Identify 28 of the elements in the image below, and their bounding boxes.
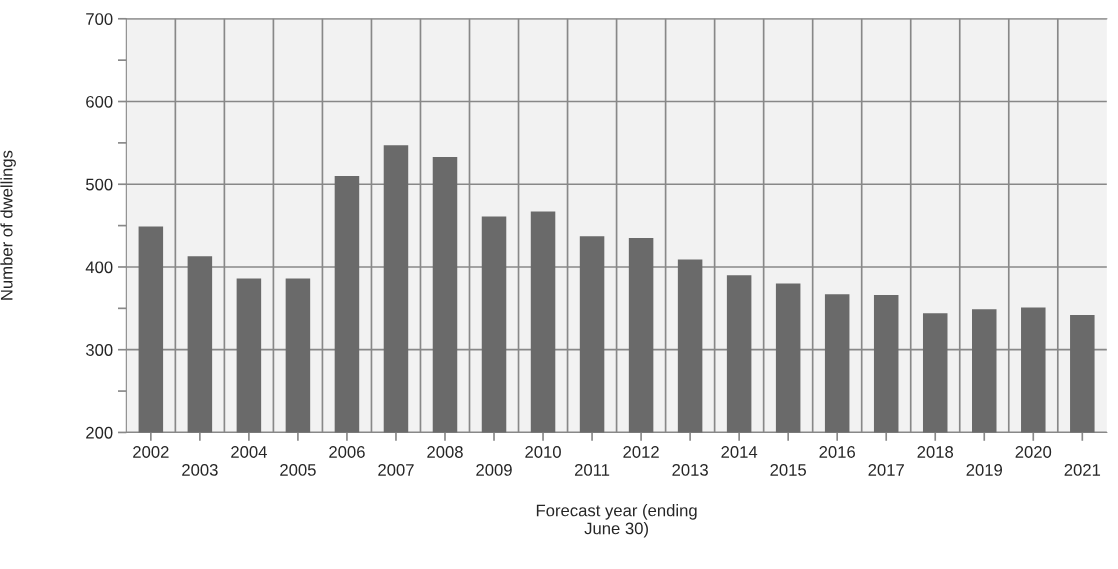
y-tick-label: 200 (86, 426, 113, 439)
y-tick-label: 600 (86, 95, 113, 108)
x-tick-label: 2017 (868, 464, 904, 476)
x-tick-label: 2015 (770, 464, 806, 476)
x-tick-label: 2007 (378, 464, 414, 476)
x-tick-label: 2009 (476, 464, 512, 476)
x-tick-label: 2019 (966, 464, 1003, 476)
x-tick-label: 2010 (525, 446, 561, 458)
y-tick-label: 400 (85, 261, 113, 274)
x-tick-label: 2008 (427, 446, 463, 458)
x-tick-label: 2005 (280, 464, 316, 476)
y-tick-label: 700 (86, 13, 113, 25)
x-tick-label: 2018 (917, 446, 954, 458)
x-tick-label: 2014 (721, 446, 758, 458)
y-tick-label: 300 (85, 344, 113, 356)
x-tick-label: 2016 (819, 446, 855, 458)
x-tick-label: 2020 (1015, 446, 1052, 458)
x-tick-label: 2003 (182, 464, 218, 476)
x-tick-label: 2021 (1064, 464, 1101, 476)
y-axis-title: Number of dwellings (0, 150, 16, 300)
x-tick-label: 2006 (329, 446, 365, 458)
y-tick-label: 500 (86, 178, 113, 191)
x-tick-label: 2013 (672, 464, 708, 476)
x-tick-label: 2011 (574, 464, 610, 476)
x-axis-title: Forecast year (ending June 30) (536, 504, 697, 538)
x-tick-label: 2002 (133, 446, 169, 458)
x-tick-label: 2004 (231, 446, 267, 458)
x-tick-label: 2012 (623, 446, 659, 458)
